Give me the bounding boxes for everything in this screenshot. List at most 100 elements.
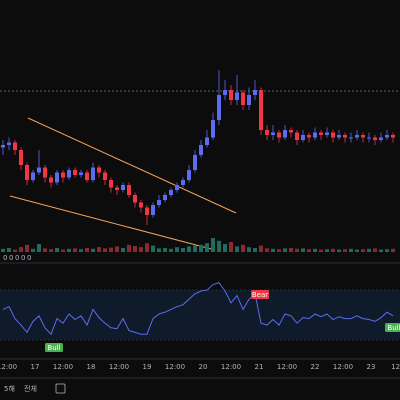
- volume-bar: [289, 248, 293, 252]
- volume-bar: [391, 248, 395, 252]
- volume-bar: [91, 248, 95, 252]
- candle-body: [121, 185, 125, 190]
- toolbar-button[interactable]: 전체: [24, 384, 37, 393]
- candle-body: [211, 120, 215, 138]
- volume-bar: [169, 248, 173, 252]
- candle-body: [7, 142, 11, 145]
- candle-body: [73, 170, 77, 175]
- toolbar-icon[interactable]: [55, 383, 66, 394]
- candle-body: [313, 132, 317, 138]
- volume-bar: [199, 244, 203, 252]
- volume-bar: [295, 248, 299, 252]
- candle-body: [43, 167, 47, 178]
- candle-body: [319, 132, 323, 135]
- volume-bar: [211, 238, 215, 252]
- volume-bar: [97, 247, 101, 252]
- volume-bar: [247, 247, 251, 252]
- candle-body: [259, 90, 263, 130]
- x-tick-label: 17: [31, 363, 40, 371]
- candle-body: [337, 135, 341, 138]
- candle-body: [307, 135, 311, 138]
- volume-bar: [367, 248, 371, 252]
- candle-body: [55, 172, 59, 183]
- volume-bar: [301, 248, 305, 252]
- x-tick-label: 12:00: [53, 363, 73, 371]
- candle-body: [49, 177, 53, 183]
- volume-bar: [271, 248, 275, 252]
- volume-bar: [283, 248, 287, 252]
- volume-bar: [277, 249, 281, 252]
- candle-body: [157, 200, 161, 205]
- volume-bar: [205, 243, 209, 252]
- toolbar-button[interactable]: 5해: [4, 384, 15, 393]
- volume-bar: [55, 248, 59, 252]
- volume-bar: [157, 248, 161, 252]
- volume-bar: [19, 247, 23, 252]
- x-tick-label: 12:00: [333, 363, 353, 371]
- candle-body: [37, 167, 41, 173]
- volume-bar: [163, 248, 167, 252]
- candle-body: [325, 132, 329, 135]
- candle-body: [205, 137, 209, 145]
- candle-body: [373, 137, 377, 140]
- candle-body: [349, 137, 353, 139]
- x-tick-label: 23: [367, 363, 376, 371]
- signal-badge: [251, 290, 269, 299]
- volume-bar: [265, 248, 269, 252]
- candle-body: [151, 205, 155, 215]
- candle-body: [109, 180, 113, 188]
- volume-bar: [253, 248, 257, 252]
- volume-bar: [115, 246, 119, 252]
- volume-bar: [313, 248, 317, 252]
- x-tick-label: 20: [199, 363, 208, 371]
- candle-body: [61, 172, 65, 178]
- candle-body: [295, 132, 299, 140]
- volume-bar: [349, 248, 353, 252]
- volume-bar: [145, 243, 149, 252]
- volume-bar: [319, 249, 323, 252]
- candle-body: [1, 145, 5, 148]
- volume-bar: [25, 244, 29, 252]
- candle-body: [25, 165, 29, 180]
- candle-body: [379, 137, 383, 140]
- volume-bar: [49, 249, 53, 252]
- volume-bar: [343, 249, 347, 252]
- candle-body: [85, 172, 89, 180]
- volume-bar: [361, 249, 365, 252]
- candle-body: [223, 90, 227, 95]
- x-tick-label: 19: [143, 363, 152, 371]
- x-tick-label: 12:0: [391, 363, 400, 371]
- volume-bar: [217, 240, 221, 252]
- signal-label: Bull: [387, 324, 400, 332]
- candle-body: [271, 132, 275, 135]
- candle-body: [67, 170, 71, 178]
- volume-bar: [325, 249, 329, 252]
- volume-bar: [379, 249, 383, 252]
- candle-body: [115, 187, 119, 190]
- candle-body: [355, 135, 359, 138]
- candle-body: [31, 172, 35, 180]
- x-tick-label: 12:00: [277, 363, 297, 371]
- candle-body: [193, 155, 197, 170]
- volume-bar: [331, 248, 335, 252]
- volume-bar: [373, 248, 377, 252]
- volume-bar: [73, 248, 77, 252]
- x-tick-label: 21: [255, 363, 264, 371]
- indicator-value: 0: [21, 254, 25, 262]
- candle-body: [133, 195, 137, 203]
- candle-body: [367, 137, 371, 139]
- candle-body: [361, 135, 365, 138]
- candle-body: [175, 185, 179, 190]
- candle-body: [289, 130, 293, 133]
- x-tick-label: 12:00: [221, 363, 241, 371]
- candle-body: [391, 135, 395, 138]
- volume-bar: [385, 249, 389, 252]
- x-tick-label: 12:00: [165, 363, 185, 371]
- candle-body: [265, 130, 269, 135]
- volume-bar: [181, 248, 185, 252]
- volume-bar: [133, 246, 137, 252]
- signal-badge: [45, 343, 63, 352]
- volume-bar: [37, 244, 41, 252]
- candle-body: [91, 167, 95, 180]
- candle-body: [241, 92, 245, 105]
